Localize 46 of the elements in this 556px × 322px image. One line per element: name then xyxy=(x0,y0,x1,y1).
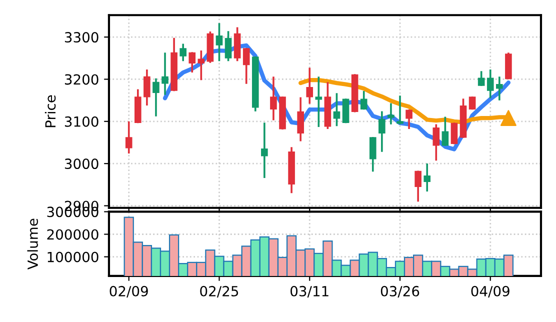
candlestick xyxy=(333,93,340,126)
candlestick xyxy=(261,122,268,178)
candlestick xyxy=(378,111,386,152)
y-axis-title: Volume xyxy=(27,218,38,270)
candlestick xyxy=(369,136,376,172)
candlestick xyxy=(162,52,168,95)
candlestick xyxy=(297,97,304,142)
candlestick xyxy=(424,164,431,192)
candlestick xyxy=(342,98,350,124)
candlestick xyxy=(468,96,476,110)
y-tick-label: 200000 xyxy=(47,229,98,240)
y-tick-label: 3000 xyxy=(64,158,98,170)
candlestick xyxy=(442,116,449,146)
candlestick xyxy=(144,69,150,106)
candlestick xyxy=(360,90,368,110)
candlestick xyxy=(496,76,503,100)
candlestick xyxy=(432,124,440,161)
candlestick xyxy=(306,68,314,104)
candlestick xyxy=(234,27,241,62)
candlestick xyxy=(486,69,494,98)
candlestick xyxy=(198,50,205,80)
x-tick-label: 02/09 xyxy=(110,286,148,298)
candlestick xyxy=(315,76,322,127)
x-tick-label: 03/26 xyxy=(380,286,420,298)
y-tick-label: 3100 xyxy=(64,116,98,127)
candlestick xyxy=(180,44,186,62)
candlestick xyxy=(478,71,485,86)
candlestick xyxy=(125,121,132,154)
candlestick xyxy=(388,103,394,124)
candlestick xyxy=(270,76,277,120)
candlestick xyxy=(188,52,196,73)
candlestick xyxy=(242,48,250,84)
x-tick-label: 03/11 xyxy=(290,286,328,298)
x-tick-label: 02/25 xyxy=(200,286,238,298)
candlestick xyxy=(414,170,422,202)
y-tick-label: 3300 xyxy=(64,32,98,43)
x-tick-label: 04/09 xyxy=(471,286,510,298)
y-tick-label: 100000 xyxy=(48,252,98,262)
y-axis-title: Price xyxy=(44,95,56,128)
candlestick xyxy=(224,31,232,62)
candlestick xyxy=(396,96,404,124)
candlestick xyxy=(406,110,412,130)
candlestick xyxy=(216,23,223,62)
y-tick-label: 3200 xyxy=(64,74,98,85)
candlestick xyxy=(450,122,458,144)
candlestick xyxy=(152,78,160,116)
